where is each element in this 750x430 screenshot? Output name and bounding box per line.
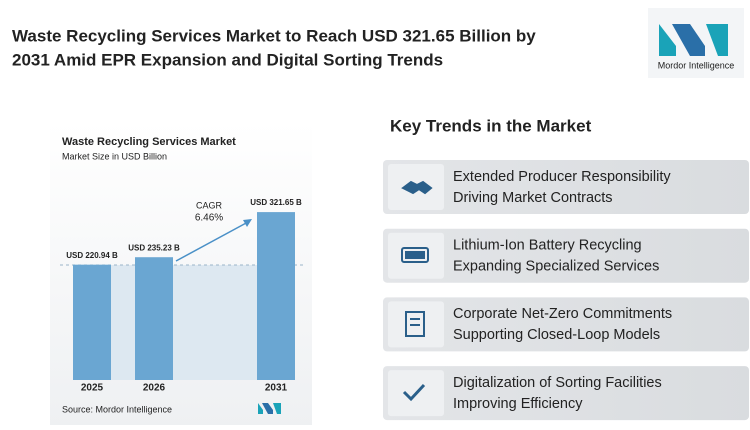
trend-text: Digitalization of Sorting Facilities <box>453 375 662 391</box>
chart-title: Waste Recycling Services Market <box>62 136 236 148</box>
cagr-arrow <box>175 221 249 262</box>
trend-text: Supporting Closed-Loop Models <box>453 327 660 343</box>
bar <box>135 257 173 380</box>
trend-text: Improving Efficiency <box>453 396 583 412</box>
cagr-label: CAGR <box>196 200 223 210</box>
logo-shape <box>659 24 676 56</box>
trend-text: Lithium-Ion Battery Recycling <box>453 238 642 254</box>
chart-subtitle: Market Size in USD Billion <box>62 151 167 161</box>
trend-card <box>383 228 749 283</box>
trend-card <box>383 297 749 352</box>
small-logo <box>258 403 281 414</box>
x-tick-label: 2025 <box>81 383 104 394</box>
icon-battery-fill <box>405 251 425 259</box>
icon-handshake <box>401 180 433 195</box>
logo-shape <box>262 403 273 414</box>
value-label: USD 235.23 B <box>128 243 180 252</box>
trend-cards: Extended Producer Responsibility Driving … <box>383 160 749 421</box>
bar <box>257 212 295 380</box>
bars: USD 220.94 B 2025 USD 235.23 B 2026 USD 321.… <box>66 198 302 393</box>
trend-card <box>383 366 749 421</box>
value-label: USD 321.65 B <box>250 198 302 207</box>
logo-shape <box>672 24 705 56</box>
chart-source: Source: Mordor Intelligence <box>62 404 172 414</box>
logo-shape <box>258 403 263 414</box>
trend-text: Driving Market Contracts <box>453 190 613 206</box>
value-label: USD 220.94 B <box>66 251 118 260</box>
trend-text: Extended Producer Responsibility <box>453 169 671 185</box>
logo: Mordor Intelligence <box>648 8 744 78</box>
title-line: Waste Recycling Services Market to Reach… <box>12 26 536 45</box>
trends-title: Key Trends in the Market <box>390 116 592 135</box>
logo-shape <box>706 24 728 56</box>
icon-battery <box>401 247 429 263</box>
icon-check <box>402 383 426 402</box>
trend-card <box>383 160 749 214</box>
logo-shape <box>273 403 281 414</box>
title-line: 2031 Amid EPR Expansion and Digital Sort… <box>12 50 443 69</box>
trend-text: Expanding Specialized Services <box>453 259 659 275</box>
icon-document <box>405 311 425 337</box>
icons <box>401 180 433 402</box>
logo-text: Mordor Intelligence <box>658 60 735 70</box>
trend-text: Corporate Net-Zero Commitments <box>453 306 672 322</box>
cagr-arrow-head <box>243 219 252 227</box>
x-tick-label: 2031 <box>265 383 288 394</box>
bar <box>73 264 111 380</box>
x-tick-label: 2026 <box>143 383 166 394</box>
cagr-value: 6.46% <box>195 213 223 224</box>
